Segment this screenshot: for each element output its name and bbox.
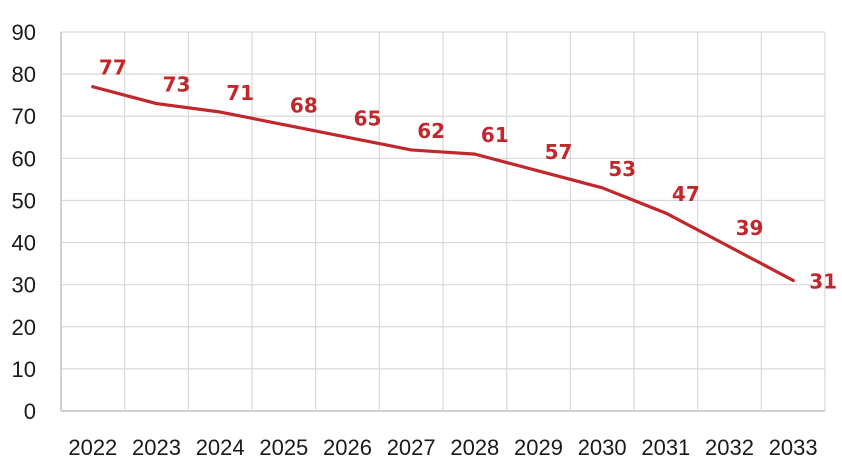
data-point <box>473 152 477 156</box>
x-axis-ticks: 2022 2023 2024 2025 2026 2027 2028 2029 2030 2031… <box>68 435 817 460</box>
x-tick-label: 2026 <box>323 435 372 460</box>
y-tick-label: 0 <box>24 399 36 424</box>
data-point <box>791 278 795 283</box>
data-point <box>154 101 159 106</box>
y-axis-ticks: 0 10 20 30 40 50 60 70 80 90 <box>12 20 36 424</box>
x-tick-label: 2033 <box>769 435 818 460</box>
y-tick-label: 20 <box>12 315 36 340</box>
y-tick-label: 40 <box>12 231 36 256</box>
series-line <box>91 85 795 283</box>
data-point <box>345 135 350 139</box>
data-label: 61 <box>481 123 509 147</box>
y-tick-label: 10 <box>12 357 36 382</box>
data-label: 62 <box>417 119 445 143</box>
data-point <box>600 186 604 190</box>
y-tick-label: 50 <box>12 188 36 213</box>
data-label: 65 <box>354 106 382 130</box>
series-layer <box>91 85 795 283</box>
x-tick-label: 2027 <box>387 435 436 460</box>
data-point <box>218 110 222 114</box>
x-tick-label: 2029 <box>514 435 563 460</box>
data-label: 71 <box>226 81 254 105</box>
y-tick-label: 80 <box>12 62 36 87</box>
x-tick-label: 2031 <box>641 435 690 460</box>
data-labels: 77 73 71 68 65 62 61 57 53 47 39 31 <box>99 56 837 294</box>
x-tick-label: 2023 <box>132 435 181 460</box>
data-label: 47 <box>672 182 700 206</box>
x-tick-label: 2028 <box>450 435 499 460</box>
data-label: 53 <box>608 157 636 181</box>
y-tick-label: 90 <box>12 20 36 45</box>
x-tick-label: 2022 <box>68 435 117 460</box>
data-point <box>727 245 732 249</box>
data-point <box>282 123 286 127</box>
data-label: 57 <box>545 140 573 164</box>
x-tick-label: 2030 <box>578 435 627 460</box>
data-label: 73 <box>163 73 191 97</box>
y-tick-label: 60 <box>12 146 36 171</box>
x-tick-label: 2024 <box>196 435 245 460</box>
data-label: 77 <box>99 56 127 80</box>
data-label: 39 <box>736 216 764 240</box>
data-label: 68 <box>290 94 318 118</box>
data-label: 31 <box>809 269 837 293</box>
data-point <box>91 85 95 89</box>
x-tick-label: 2025 <box>259 435 308 460</box>
x-tick-label: 2032 <box>705 435 754 460</box>
y-tick-label: 70 <box>12 104 36 129</box>
y-tick-label: 30 <box>12 273 36 298</box>
data-point <box>536 169 541 173</box>
data-point <box>664 211 668 215</box>
data-point <box>409 148 413 152</box>
